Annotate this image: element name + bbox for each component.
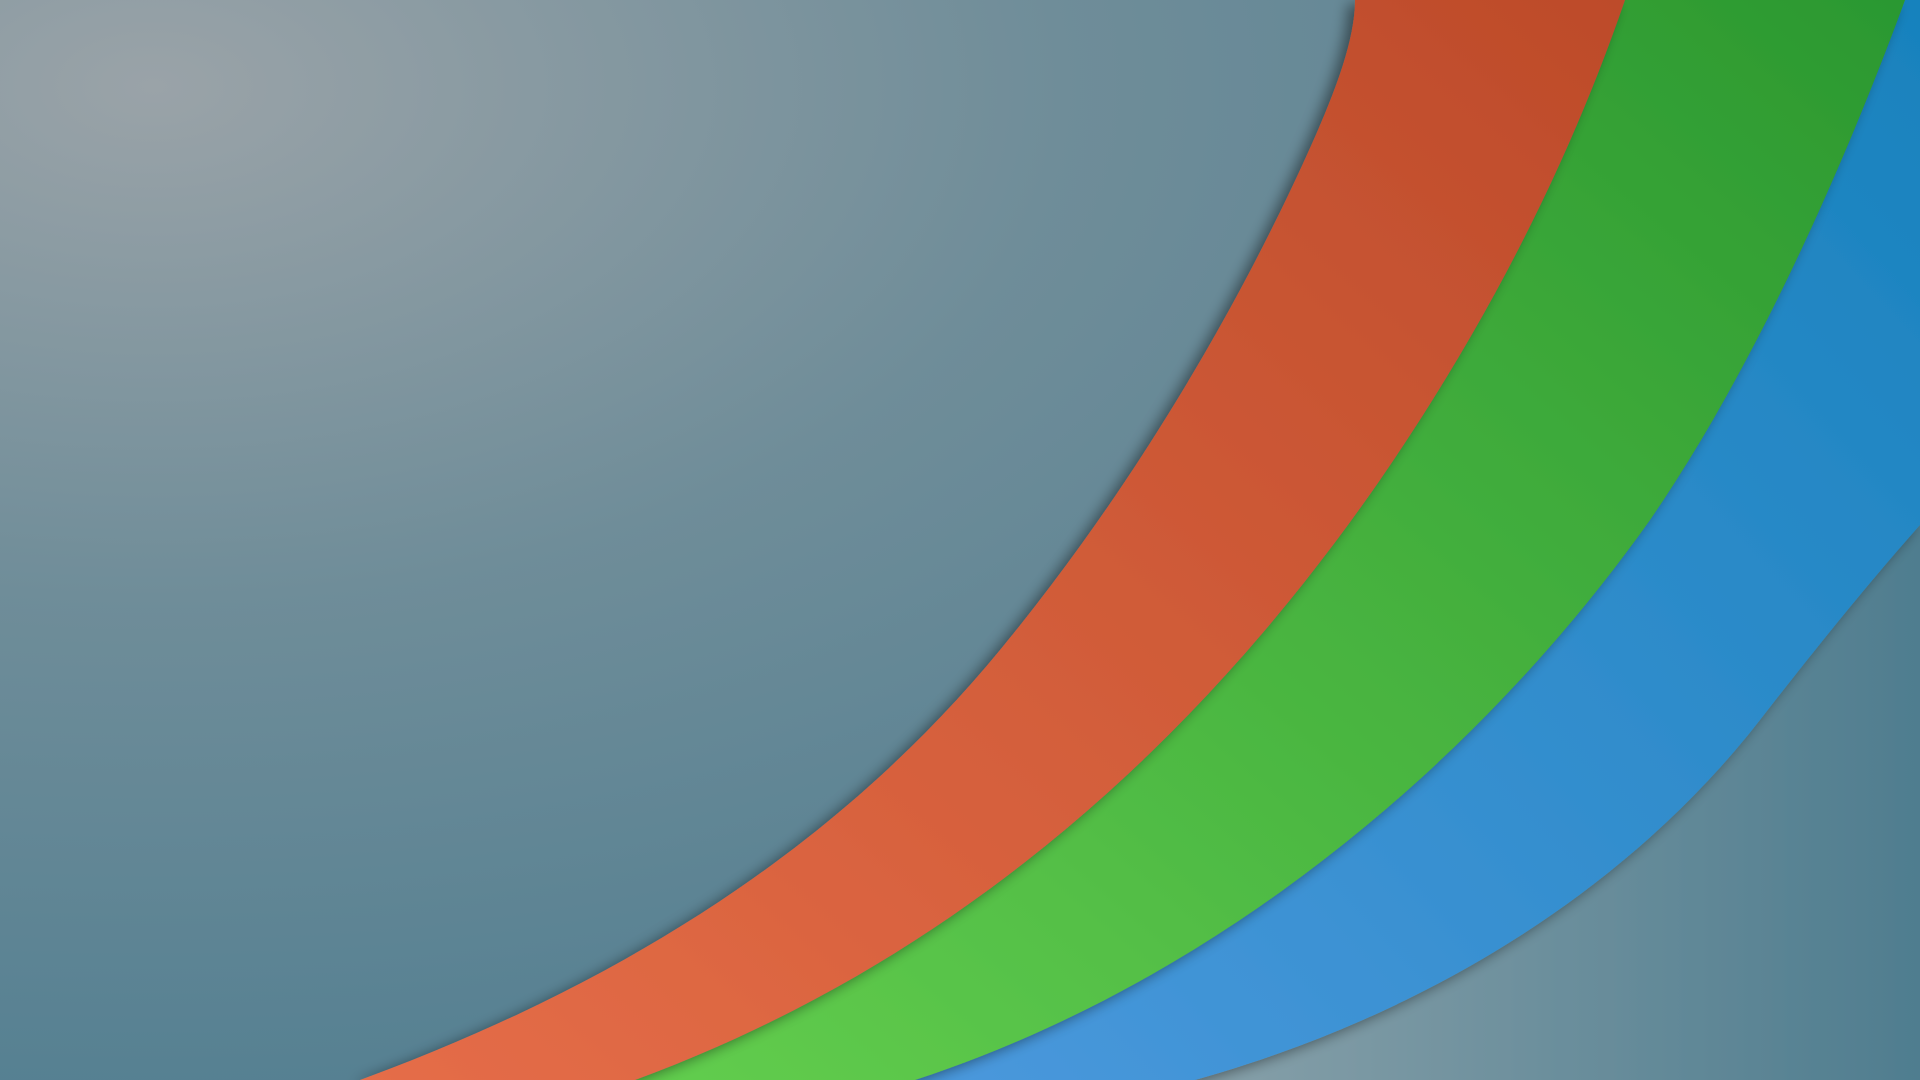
blue-band (915, 0, 1920, 1080)
orange-band (360, 0, 1625, 1080)
green-band (635, 0, 1905, 1080)
wallpaper-bands (360, 0, 1920, 1080)
gray-band (1195, 430, 1920, 1080)
